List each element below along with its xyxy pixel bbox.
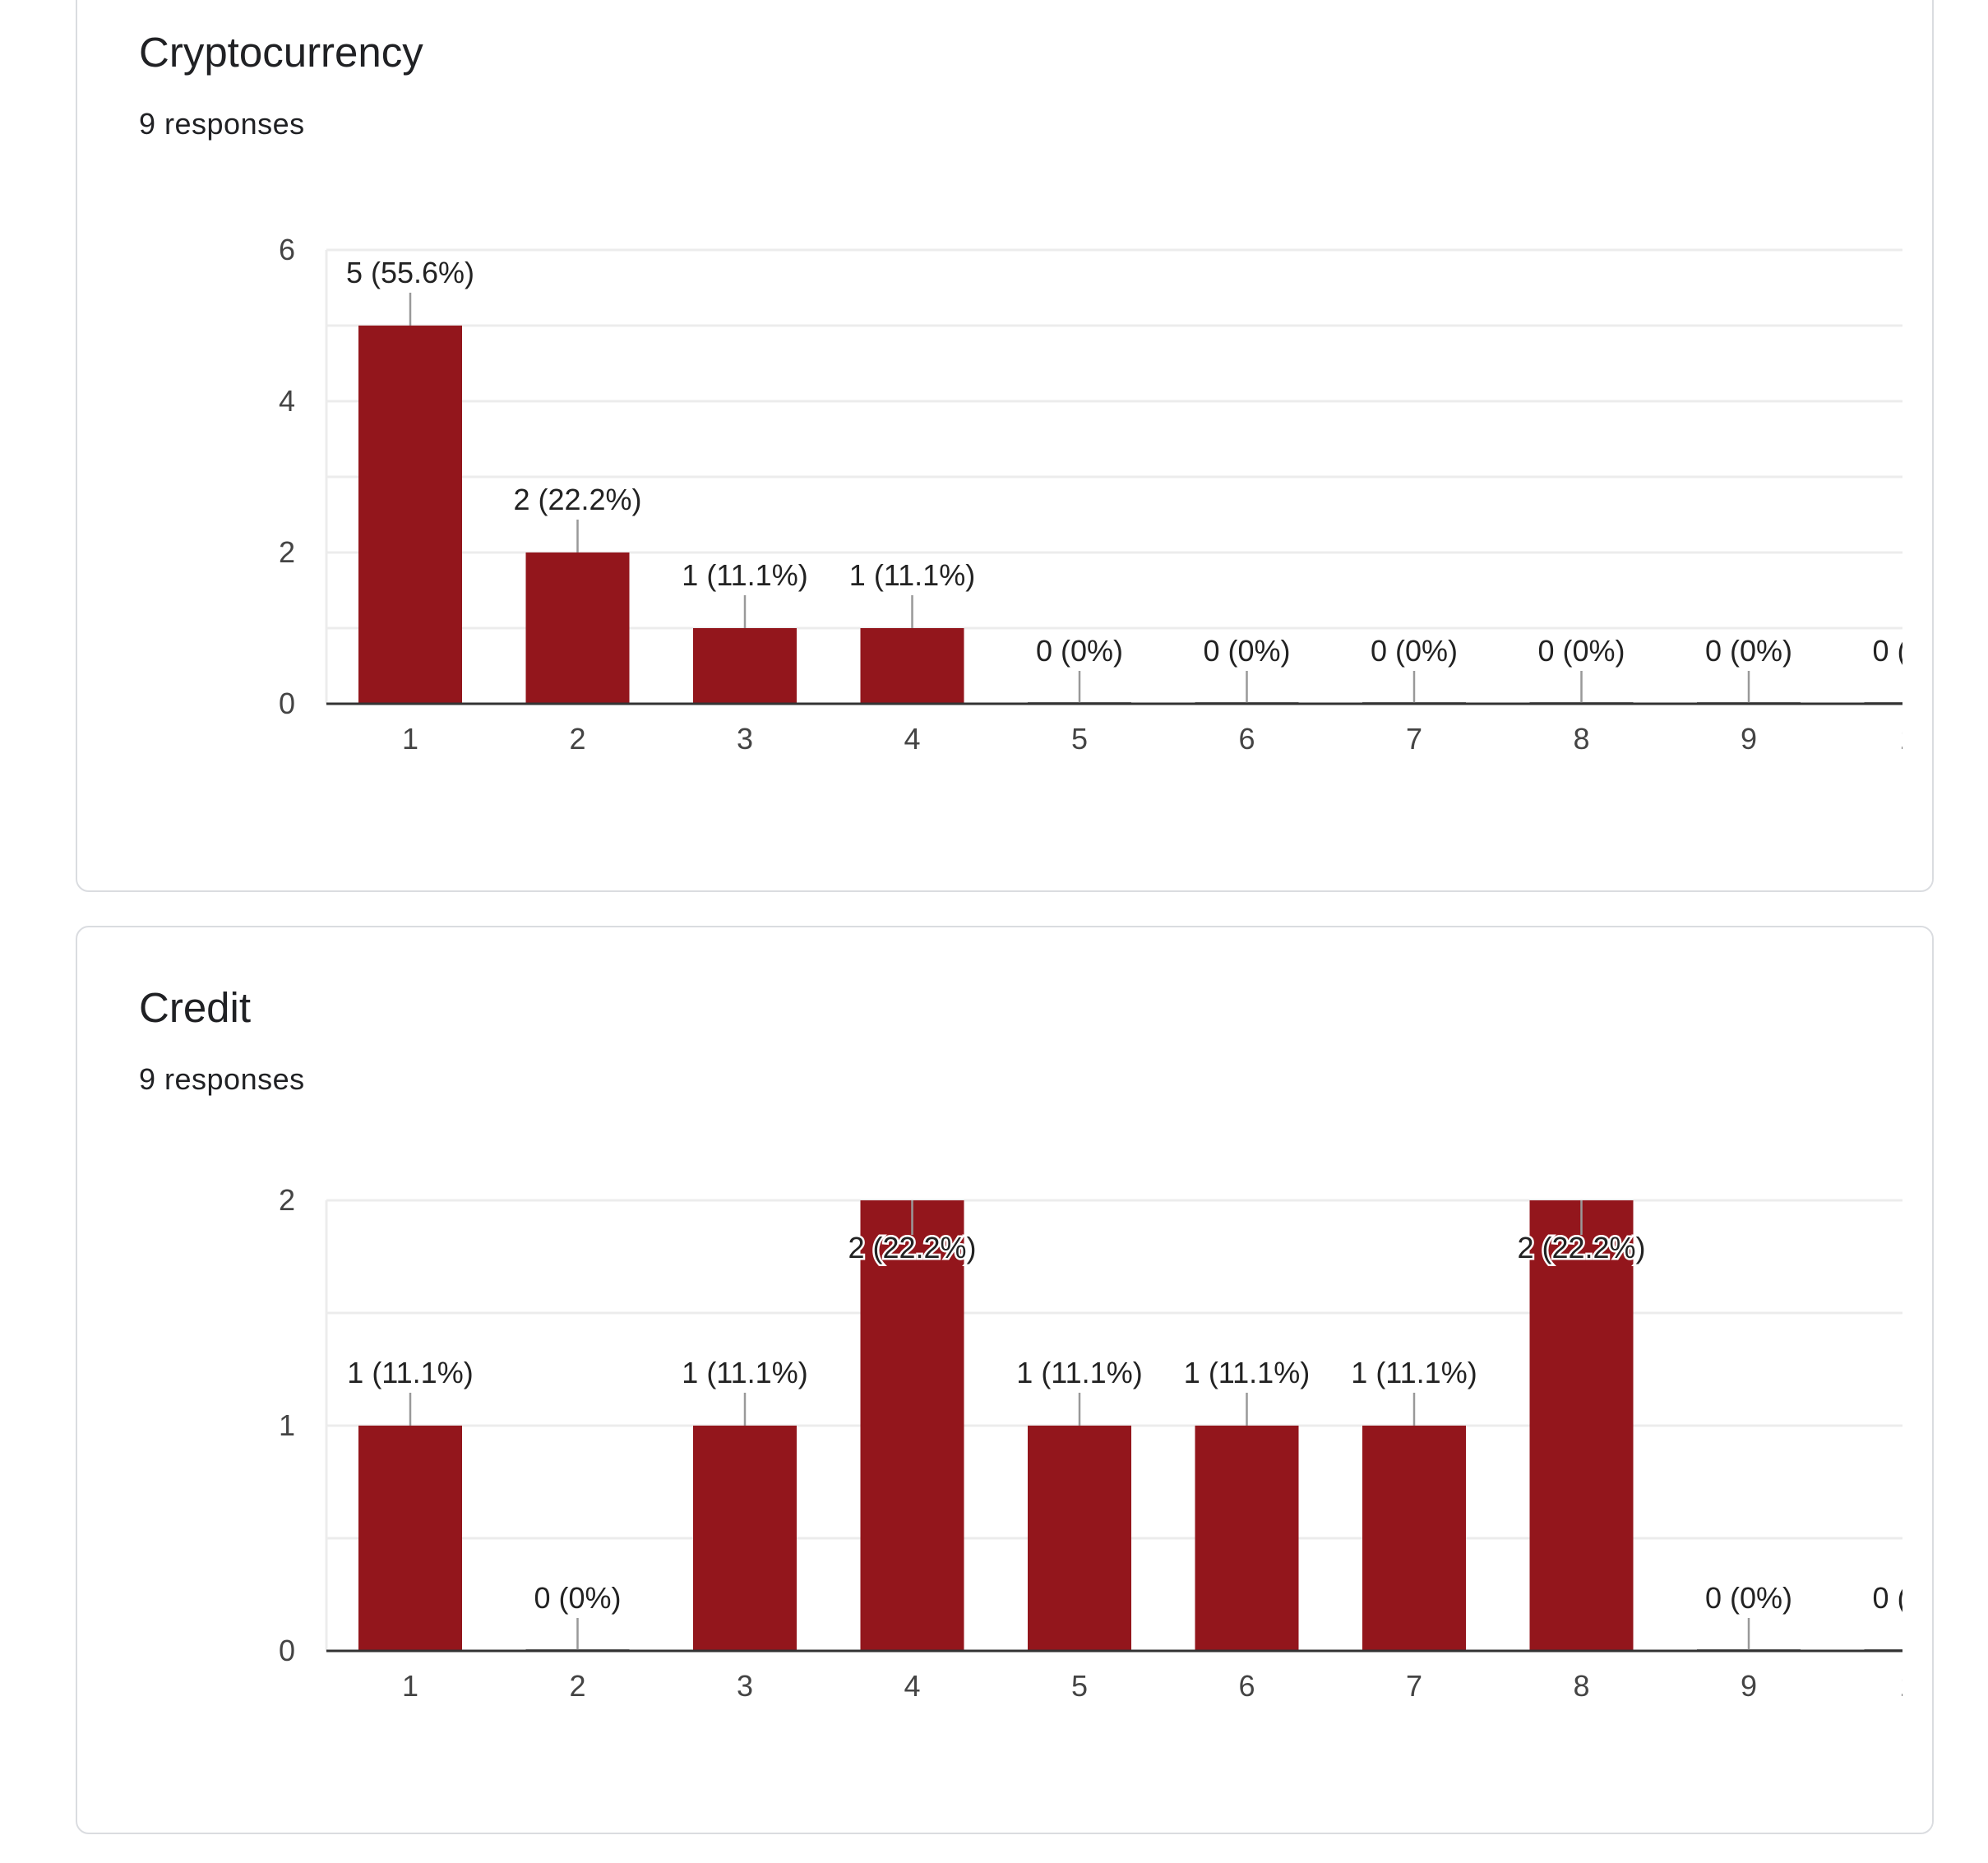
x-tick-label: 6 (1238, 722, 1255, 756)
bar (860, 628, 964, 704)
y-tick-label: 2 (279, 1183, 295, 1217)
x-tick-label: 9 (1741, 722, 1757, 756)
plot-clip-mask (1902, 0, 1932, 890)
chart-card-credit: Credit 9 responses 0 1 2 1 (11.1%) 1 0 (0%) 2 1… (76, 926, 1934, 1834)
bar (1195, 1426, 1299, 1651)
x-tick-label: 6 (1238, 1669, 1255, 1703)
bar (1529, 1200, 1634, 1651)
bar (860, 1200, 964, 1651)
bar (358, 1426, 462, 1651)
data-label: 0 (0%) (1705, 634, 1792, 668)
bar-chart-credit: 0 1 2 1 (11.1%) 1 0 (0%) 2 1 (11.1%) 3 2 (22.2%) 4… (279, 927, 1932, 1833)
data-label: 1 (11.1%) (1016, 1356, 1142, 1389)
bar-chart-cryptocurrency: 0 2 4 6 5 (55.6%) 1 2 (22.2%) 2 1 (11.1%) 3 1 (11.… (279, 0, 1932, 890)
bar (358, 326, 462, 704)
data-label: 0 (0%) (1537, 634, 1625, 668)
x-tick-label: 9 (1741, 1669, 1757, 1703)
question-title: Credit (139, 984, 252, 1031)
data-label: 0 (0%) (1203, 634, 1290, 668)
bar (693, 628, 797, 704)
data-label: 1 (11.1%) (1351, 1356, 1477, 1389)
x-tick-label: 5 (1071, 1669, 1088, 1703)
plot-clip-mask (1902, 927, 1932, 1833)
chart-card-cryptocurrency: Cryptocurrency 9 responses 0 2 4 6 5 (55.6%)… (76, 0, 1934, 892)
bar (1362, 1426, 1466, 1651)
data-label: 2 (22.2%) (1517, 1231, 1645, 1264)
response-count: 9 responses (139, 1062, 305, 1096)
response-count: 9 responses (139, 107, 305, 141)
data-label: 1 (11.1%) (1184, 1356, 1310, 1389)
data-label: 1 (11.1%) (682, 558, 807, 592)
x-tick-label: 3 (737, 1669, 753, 1703)
x-tick-label: 2 (569, 1669, 585, 1703)
x-tick-label: 8 (1573, 722, 1589, 756)
y-tick-label: 1 (279, 1408, 295, 1442)
y-tick-label: 0 (279, 686, 295, 720)
x-tick-label: 4 (904, 1669, 920, 1703)
data-label: 1 (11.1%) (682, 1356, 807, 1389)
data-label: 0 (0%) (1371, 634, 1458, 668)
bar (693, 1426, 797, 1651)
x-tick-label: 2 (569, 722, 585, 756)
data-label: 0 (0%) (1705, 1581, 1792, 1615)
bar (1028, 1426, 1131, 1651)
data-label: 5 (55.6%) (346, 256, 474, 289)
data-label: 0 (0%) (1036, 634, 1123, 668)
x-tick-label: 5 (1071, 722, 1088, 756)
bar (525, 552, 630, 704)
y-tick-label: 6 (279, 233, 295, 266)
x-tick-label: 7 (1406, 1669, 1422, 1703)
x-tick-label: 3 (737, 722, 753, 756)
data-label: 2 (22.2%) (848, 1231, 976, 1264)
x-tick-label: 4 (904, 722, 920, 756)
y-tick-label: 2 (279, 535, 295, 569)
data-label: 1 (11.1%) (347, 1356, 473, 1389)
y-tick-label: 0 (279, 1634, 295, 1667)
x-tick-label: 1 (402, 722, 418, 756)
x-tick-label: 1 (402, 1669, 418, 1703)
data-label: 0 (0%) (534, 1581, 621, 1615)
data-label: 2 (22.2%) (513, 483, 641, 516)
question-title: Cryptocurrency (139, 29, 423, 76)
y-tick-label: 4 (279, 384, 295, 418)
x-tick-label: 8 (1573, 1669, 1589, 1703)
x-tick-label: 7 (1406, 722, 1422, 756)
data-label: 1 (11.1%) (849, 558, 975, 592)
